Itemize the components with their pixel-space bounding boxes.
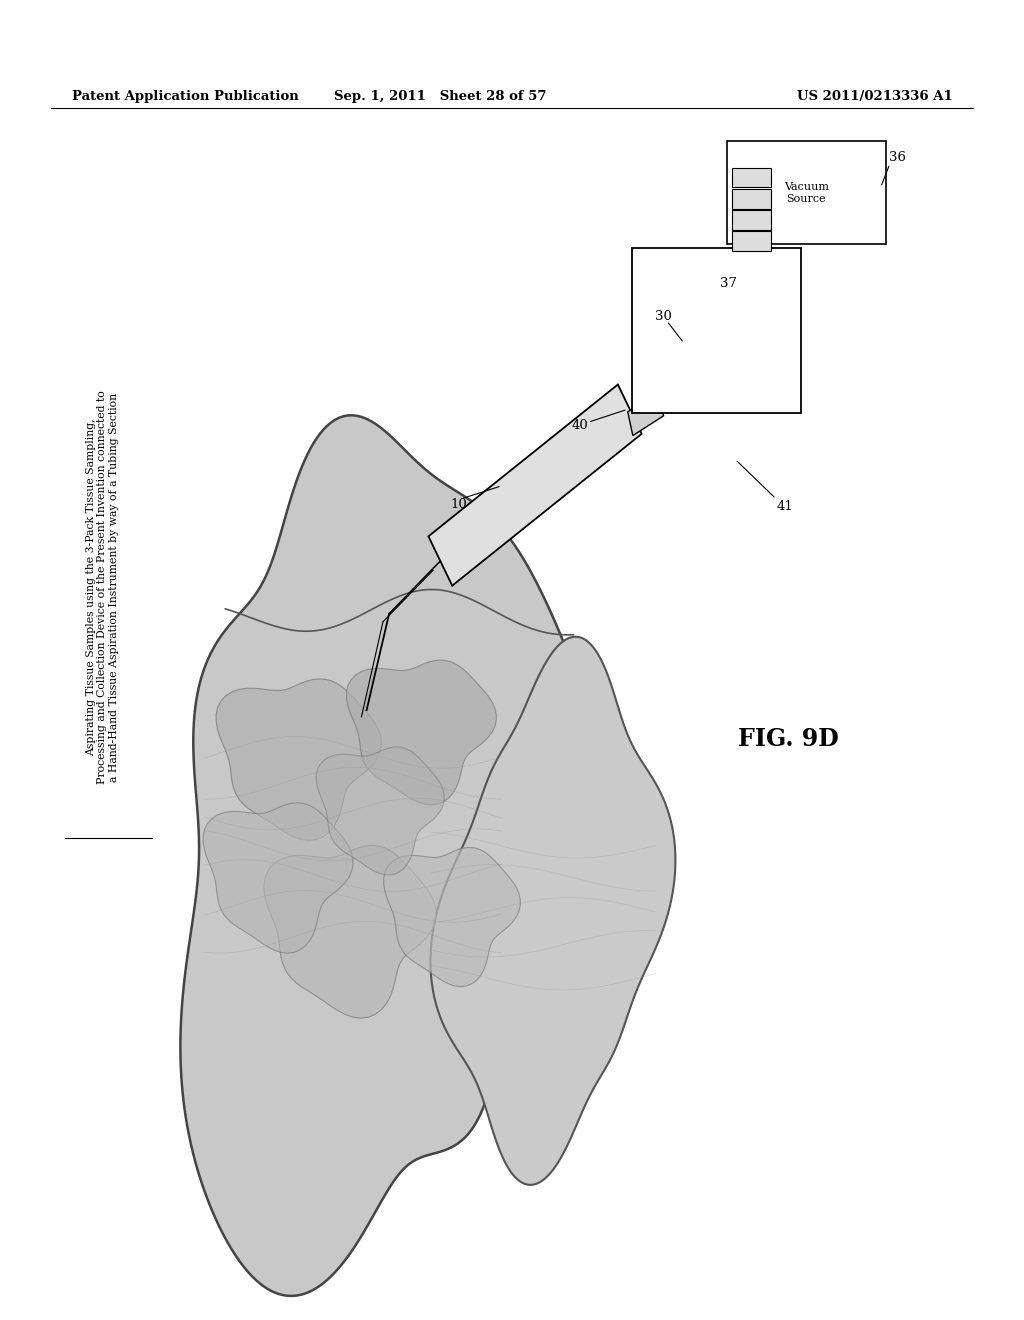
Text: Vacuum
Source: Vacuum Source (784, 182, 828, 203)
FancyBboxPatch shape (732, 210, 771, 230)
Text: 41: 41 (776, 500, 793, 513)
FancyBboxPatch shape (732, 189, 771, 209)
Text: 40: 40 (571, 418, 588, 432)
Polygon shape (203, 803, 353, 953)
Polygon shape (264, 845, 436, 1018)
Polygon shape (384, 847, 520, 986)
Text: 10: 10 (451, 498, 467, 511)
Text: 37: 37 (720, 277, 737, 290)
Polygon shape (346, 660, 497, 805)
Text: Sep. 1, 2011   Sheet 28 of 57: Sep. 1, 2011 Sheet 28 of 57 (334, 90, 547, 103)
Text: 36: 36 (889, 150, 906, 164)
FancyBboxPatch shape (732, 168, 771, 187)
Polygon shape (628, 392, 664, 436)
FancyBboxPatch shape (632, 248, 801, 413)
Text: Patent Application Publication: Patent Application Publication (72, 90, 298, 103)
Polygon shape (316, 747, 444, 875)
Polygon shape (428, 384, 642, 586)
Text: FIG. 9D: FIG. 9D (738, 727, 839, 751)
Polygon shape (430, 636, 676, 1185)
Text: Aspirating Tissue Samples using the 3-Pack Tissue Sampling,
Processing and Colle: Aspirating Tissue Samples using the 3-Pa… (86, 391, 119, 784)
Text: US 2011/0213336 A1: US 2011/0213336 A1 (797, 90, 952, 103)
FancyBboxPatch shape (727, 141, 886, 244)
FancyBboxPatch shape (732, 231, 771, 251)
Polygon shape (180, 416, 594, 1296)
Polygon shape (216, 678, 381, 841)
Text: 30: 30 (655, 310, 672, 323)
